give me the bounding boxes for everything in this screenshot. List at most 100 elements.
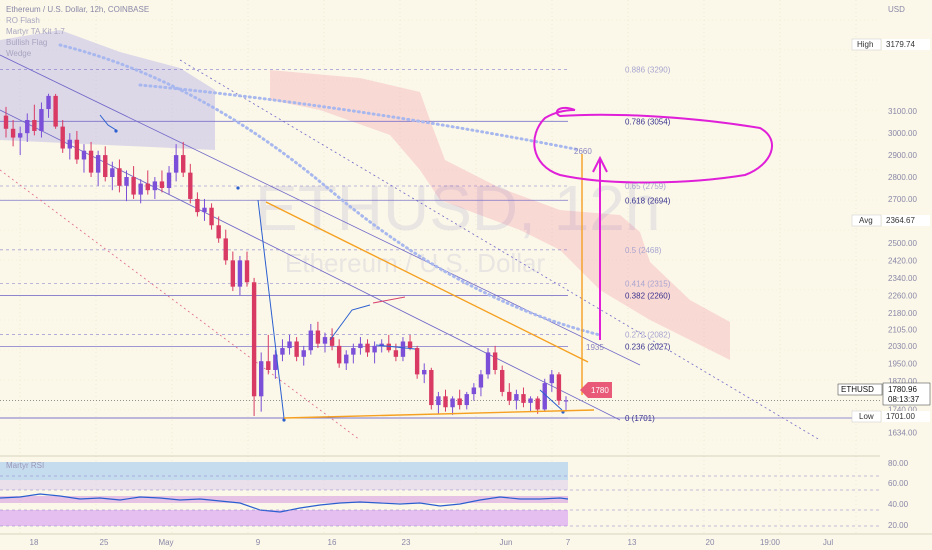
candle bbox=[223, 238, 228, 261]
candle bbox=[25, 120, 30, 134]
fib-labels: 0.886 (3290) 0.786 (3054) 0.65 (2759) 0.618… bbox=[625, 66, 671, 423]
candle bbox=[507, 391, 512, 401]
candle bbox=[209, 207, 214, 226]
rsi-tick: 40.00 bbox=[888, 500, 909, 509]
candle bbox=[485, 352, 491, 375]
fib-label: 0.272 (2082) bbox=[625, 330, 671, 339]
indicator-1[interactable]: RO Flash bbox=[6, 16, 40, 25]
rsi-tick: 80.00 bbox=[888, 459, 909, 468]
candle bbox=[131, 177, 136, 195]
countdown: 08:13:37 bbox=[888, 395, 920, 404]
candle bbox=[95, 155, 101, 173]
candle bbox=[351, 348, 356, 355]
entry-label: 1935 bbox=[586, 343, 604, 352]
candle bbox=[266, 361, 271, 370]
candle bbox=[521, 394, 526, 403]
indicator-3[interactable]: Bullish Flag bbox=[6, 38, 47, 47]
candle bbox=[195, 198, 200, 213]
price-tick: 2030.00 bbox=[888, 342, 917, 351]
avg-value: 2364.67 bbox=[886, 216, 915, 225]
candle bbox=[237, 260, 243, 287]
low-value: 1701.00 bbox=[886, 412, 915, 421]
candle bbox=[287, 341, 292, 349]
indicator-4[interactable]: Wedge bbox=[6, 49, 32, 58]
candle bbox=[53, 95, 58, 127]
candle bbox=[443, 396, 448, 408]
candle bbox=[74, 139, 80, 160]
candle bbox=[365, 343, 370, 353]
rsi-tick: 60.00 bbox=[888, 479, 909, 488]
price-tick: 2340.00 bbox=[888, 274, 917, 283]
candle bbox=[563, 400, 569, 402]
candle bbox=[202, 207, 207, 213]
chart-legend[interactable]: Ethereum / U.S. Dollar, 12h, COINBASE RO… bbox=[6, 5, 149, 58]
price-tick: 1870.00 bbox=[888, 377, 917, 386]
candle bbox=[315, 330, 321, 344]
candle bbox=[407, 341, 413, 349]
candle bbox=[3, 115, 9, 129]
last-price: 1780.96 bbox=[888, 385, 917, 394]
candle bbox=[436, 396, 441, 406]
candle bbox=[471, 387, 477, 395]
candles bbox=[3, 93, 569, 417]
pattern-drawings bbox=[99, 114, 565, 422]
candle bbox=[336, 345, 342, 364]
candle bbox=[429, 369, 434, 406]
candle bbox=[244, 260, 250, 283]
candle bbox=[110, 168, 115, 178]
candle bbox=[358, 343, 363, 349]
price-marker: 1780 bbox=[580, 382, 612, 398]
time-tick: Jun bbox=[500, 538, 513, 547]
fib-label: 0.382 (2260) bbox=[625, 291, 671, 300]
candle bbox=[393, 350, 399, 357]
candle bbox=[230, 260, 236, 287]
candle bbox=[549, 374, 555, 384]
price-tick: 2180.00 bbox=[888, 309, 917, 318]
chart-title: Ethereum / U.S. Dollar, 12h, COINBASE bbox=[6, 5, 149, 14]
candle bbox=[273, 354, 278, 370]
candle bbox=[32, 120, 37, 131]
candle bbox=[535, 398, 540, 410]
candle bbox=[124, 177, 129, 186]
price-tick: 1950.00 bbox=[888, 359, 917, 368]
candle bbox=[81, 150, 87, 160]
candle bbox=[308, 330, 314, 351]
time-axis[interactable]: 18 25 May 9 16 23 Jun 7 13 20 19:00 Jul bbox=[30, 538, 834, 547]
fib-label: 0.618 (2694) bbox=[625, 196, 671, 205]
candle bbox=[60, 126, 65, 149]
price-tick: 2420.00 bbox=[888, 256, 917, 265]
time-tick: 23 bbox=[402, 538, 411, 547]
candle bbox=[10, 128, 16, 138]
price-tick: 2700.00 bbox=[888, 195, 917, 204]
fib-label: 0.236 (2027) bbox=[625, 343, 671, 352]
time-tick: Jul bbox=[823, 538, 833, 547]
fib-label: 0.65 (2759) bbox=[625, 182, 666, 191]
candle bbox=[46, 95, 51, 110]
candle bbox=[280, 348, 285, 355]
candle bbox=[329, 337, 335, 346]
rsi-tick: 20.00 bbox=[888, 521, 909, 530]
symbol-tag: ETHUSD bbox=[841, 385, 874, 394]
candle bbox=[450, 398, 455, 408]
fib-label: 0.886 (3290) bbox=[625, 66, 671, 75]
price-tick: 1634.00 bbox=[888, 429, 917, 438]
indicator-2[interactable]: Martyr TA Kit 1.7 bbox=[6, 27, 65, 36]
candle bbox=[159, 181, 165, 188]
candle bbox=[17, 133, 23, 138]
price-axis[interactable]: USD 3100.00 3000.00 2900.00 2800.00 2700.00 2… bbox=[837, 0, 932, 456]
wedge-lines bbox=[265, 154, 595, 419]
rsi-axis: 80.00 60.00 40.00 20.00 bbox=[888, 459, 909, 530]
time-tick: 20 bbox=[706, 538, 715, 547]
candle bbox=[556, 374, 562, 401]
price-tick: 1740.00 bbox=[888, 405, 917, 414]
candle bbox=[67, 139, 72, 149]
candle bbox=[542, 383, 547, 410]
price-tick: 2260.00 bbox=[888, 291, 917, 300]
high-label: High bbox=[857, 40, 873, 49]
candle bbox=[216, 225, 221, 239]
candle bbox=[301, 350, 306, 357]
price-marker-label: 1780 bbox=[591, 386, 609, 395]
candle bbox=[500, 369, 505, 392]
candle bbox=[173, 155, 179, 173]
